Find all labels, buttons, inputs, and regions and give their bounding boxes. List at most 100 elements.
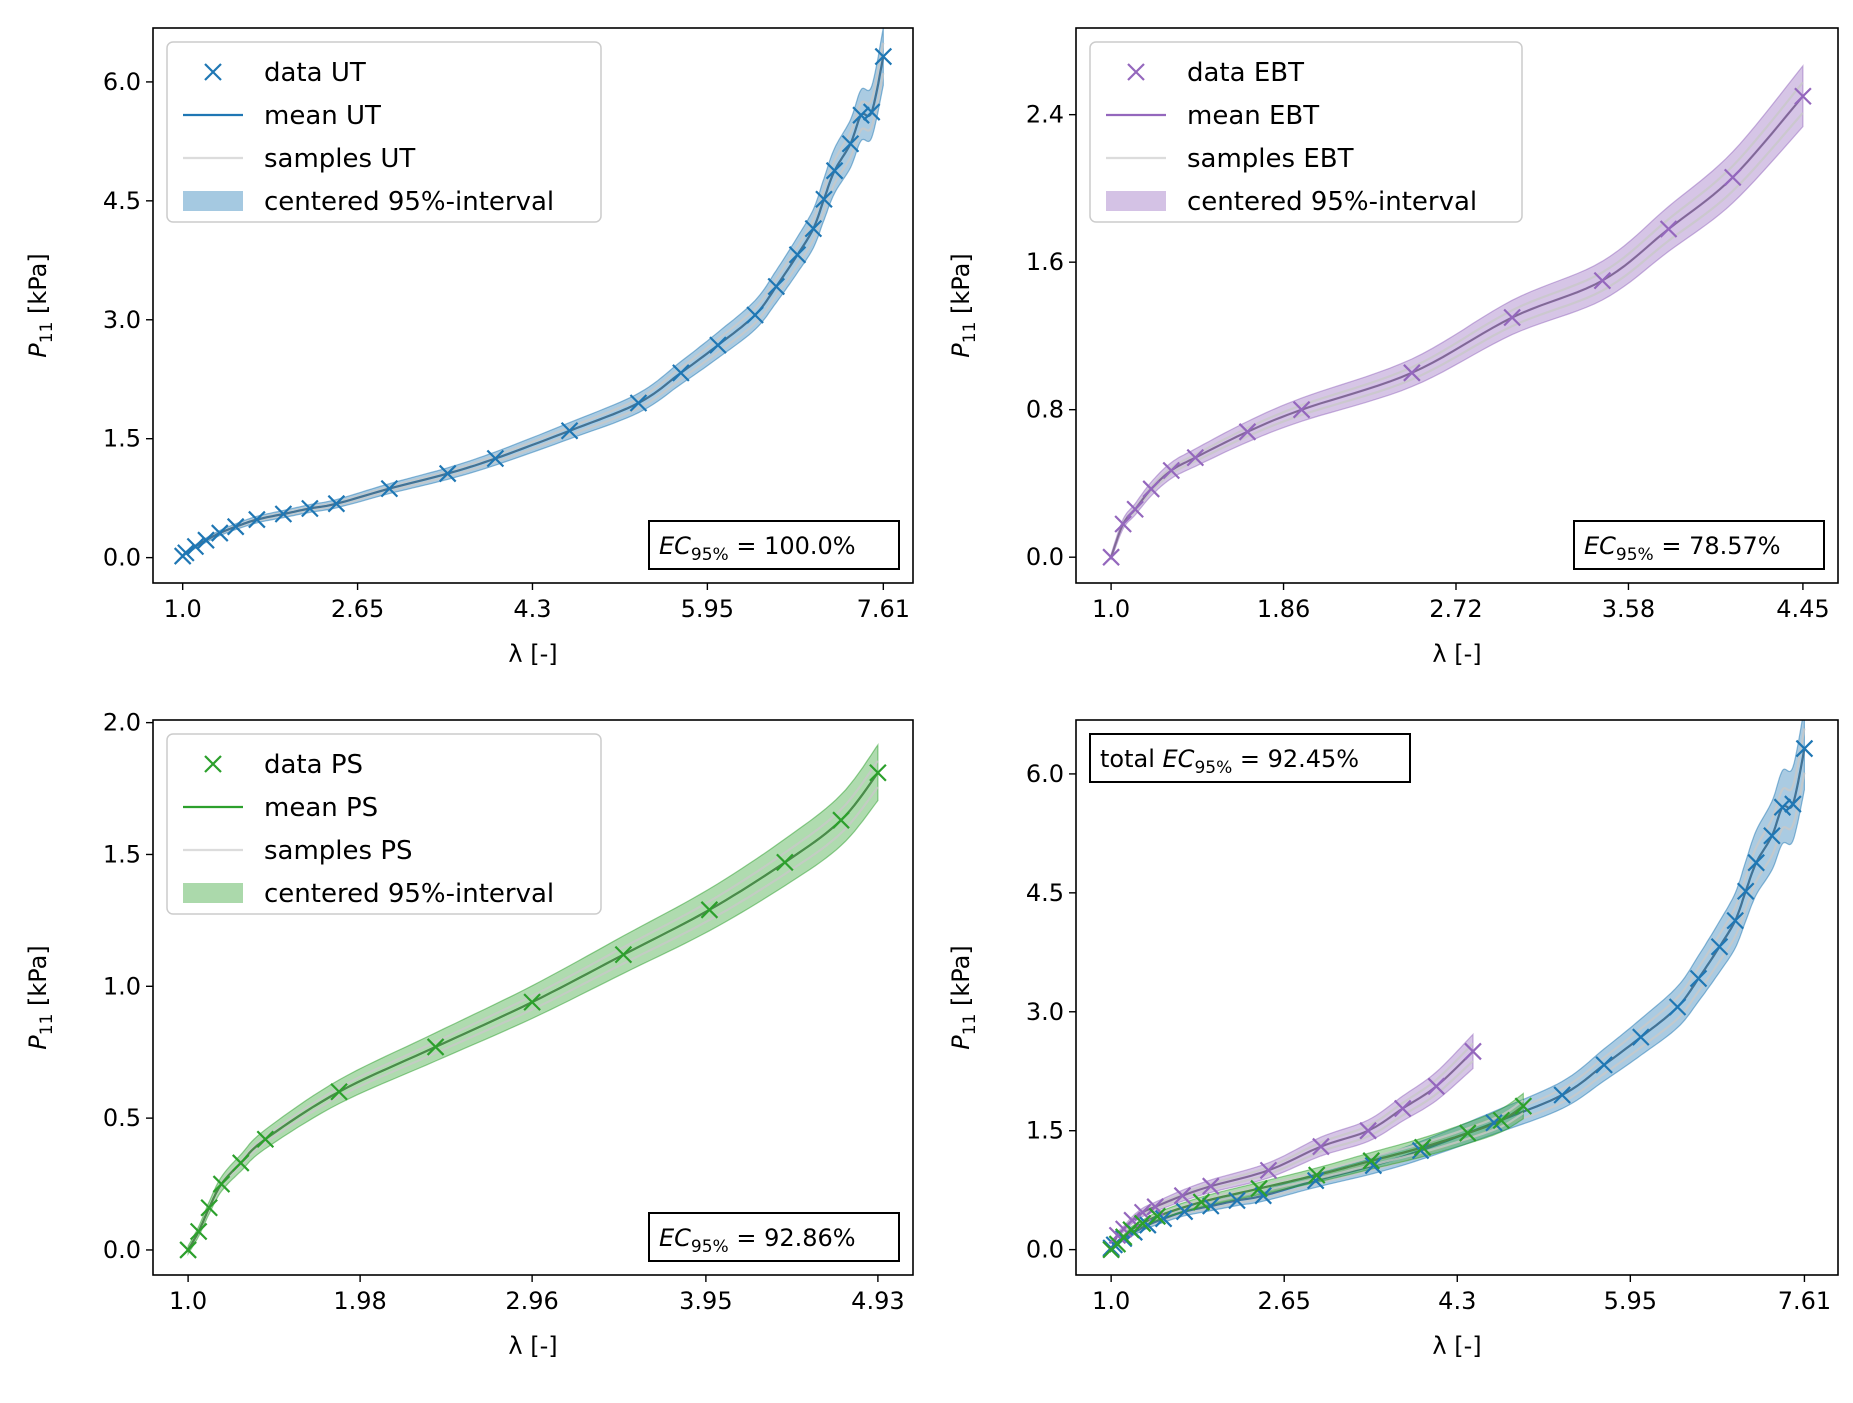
data-point-ps — [1192, 1193, 1211, 1211]
x-tick-label: 2.65 — [1257, 1287, 1310, 1315]
y-axis-label-sub: 11 — [37, 322, 57, 344]
x-tick-label: 2.65 — [331, 595, 384, 623]
data-point-ut — [274, 505, 293, 523]
legend-label: mean PS — [264, 793, 378, 823]
y-axis-label-main: P — [24, 1035, 52, 1050]
data-point-ut — [629, 394, 648, 412]
legend-label: centered 95%-interval — [264, 187, 554, 217]
data-point-ps — [256, 1130, 275, 1148]
y-axis-label-unit: [kPa] — [24, 945, 52, 1013]
legend-marker-icon — [204, 755, 222, 773]
data-point-ps — [1362, 1152, 1381, 1170]
data-point-ut — [1689, 969, 1708, 988]
data-point-ut — [1553, 1086, 1571, 1104]
ec-annotation: EC95% = 100.0% — [659, 532, 856, 565]
legend-patch-icon — [183, 883, 243, 903]
data-point-ebt — [1238, 423, 1257, 441]
x-axis-label-text: λ [-] — [508, 1332, 557, 1360]
data-point-ps — [869, 763, 887, 782]
data-point-ps — [1148, 1207, 1167, 1226]
y-axis-label-main: P — [947, 1035, 975, 1050]
data-point-ut — [1710, 937, 1729, 956]
y-tick-label: 4.5 — [103, 187, 141, 215]
ec-value: = 100.0% — [729, 532, 856, 560]
x-tick-label: 3.95 — [679, 1287, 732, 1315]
legend-label: mean EBT — [1187, 101, 1319, 131]
legend-box — [166, 41, 602, 223]
ec-sub: 95% — [691, 1237, 729, 1257]
ec-main: EC — [1584, 532, 1616, 560]
data-point-ut — [1175, 1202, 1194, 1221]
legend-label: centered 95%-interval — [1187, 187, 1477, 217]
y-tick-label: 1.0 — [103, 972, 141, 1000]
interval-band-ut — [182, 28, 884, 559]
data-point-ut — [1773, 798, 1792, 816]
axes-frame — [1075, 27, 1839, 584]
x-axis-label-text: λ [-] — [1432, 640, 1481, 668]
data-point-ebt — [1114, 515, 1132, 533]
x-tick-label: 4.3 — [1438, 1287, 1476, 1315]
y-axis-label-sub: 11 — [960, 322, 980, 344]
x-tick-label: 5.95 — [681, 595, 734, 623]
x-tick-label: 1.98 — [333, 1287, 386, 1315]
data-point-ut — [767, 277, 786, 296]
data-point-ps — [1458, 1124, 1477, 1142]
x-tick-label: 7.61 — [1778, 1287, 1831, 1315]
x-tick-label: 2.96 — [505, 1287, 558, 1315]
data-point-ut — [788, 245, 807, 264]
x-axis-label-text: λ [-] — [508, 640, 557, 668]
data-point-ut — [248, 510, 266, 529]
y-axis-label: P11 [kPa] — [947, 253, 980, 357]
data-point-ebt — [1593, 271, 1612, 290]
y-axis-label-main: P — [947, 343, 975, 358]
data-point-ps — [1514, 1097, 1533, 1115]
y-axis-label-unit: [kPa] — [24, 253, 52, 321]
legend-marker-icon — [204, 63, 222, 81]
y-tick-label: 0.0 — [103, 1236, 141, 1264]
data-point-ebt — [1259, 1161, 1278, 1180]
data-point-ut — [1736, 882, 1755, 901]
data-point-ps — [179, 1241, 197, 1259]
data-point-ps — [832, 811, 850, 829]
y-tick-label: 0.0 — [1026, 543, 1064, 571]
ec-annotation-box — [1573, 520, 1825, 570]
data-point-ps — [1122, 1221, 1140, 1239]
data-point-ps — [1250, 1179, 1268, 1198]
x-tick-label: 4.3 — [513, 595, 551, 623]
data-point-ps — [231, 1154, 250, 1172]
data-point-ut — [874, 47, 893, 66]
y-tick-label: 2.4 — [1026, 101, 1064, 129]
x-tick-label: 1.0 — [1092, 1287, 1130, 1315]
y-tick-label: 6.0 — [1026, 760, 1064, 788]
ec-annotation-box — [648, 520, 900, 570]
data-point-ebt — [1464, 1042, 1482, 1061]
ec-main: EC — [659, 1224, 691, 1252]
ec-sub: 95% — [1616, 545, 1654, 565]
data-point-ut — [804, 219, 823, 238]
data-point-ut — [226, 517, 245, 536]
data-point-ps — [1413, 1138, 1432, 1157]
x-tick-label: 1.0 — [1092, 595, 1130, 623]
x-axis-label: λ [-] — [1432, 1332, 1481, 1360]
data-point-ut — [746, 306, 764, 324]
sample-line-ut-0 — [1110, 772, 1806, 1250]
y-axis-label: P11 [kPa] — [947, 945, 980, 1049]
y-tick-label: 3.0 — [1026, 998, 1064, 1026]
data-point-ebt — [1503, 308, 1521, 327]
legend-patch-icon — [1106, 191, 1166, 211]
interval-band-ps — [187, 742, 879, 1257]
data-point-ps — [523, 993, 541, 1011]
legend-label: data EBT — [1187, 58, 1304, 88]
data-point-ut — [197, 531, 215, 549]
data-point-ps — [200, 1198, 218, 1217]
y-axis-label-unit: [kPa] — [947, 945, 975, 1013]
x-tick-label: 4.93 — [851, 1287, 904, 1315]
subplot-ut: 1.0 2.65 4.3 5.95 7.61 0.0 1.5 3.0 4.5 6.0 λ [-] P1… — [24, 27, 914, 668]
data-point-ebt — [1126, 500, 1144, 519]
legend-label: data PS — [264, 750, 363, 780]
legend-label: samples EBT — [1187, 144, 1354, 174]
ec-value: = 92.45% — [1232, 745, 1359, 773]
data-point-ebt — [1393, 1099, 1412, 1118]
ec-value: = 78.57% — [1654, 532, 1781, 560]
